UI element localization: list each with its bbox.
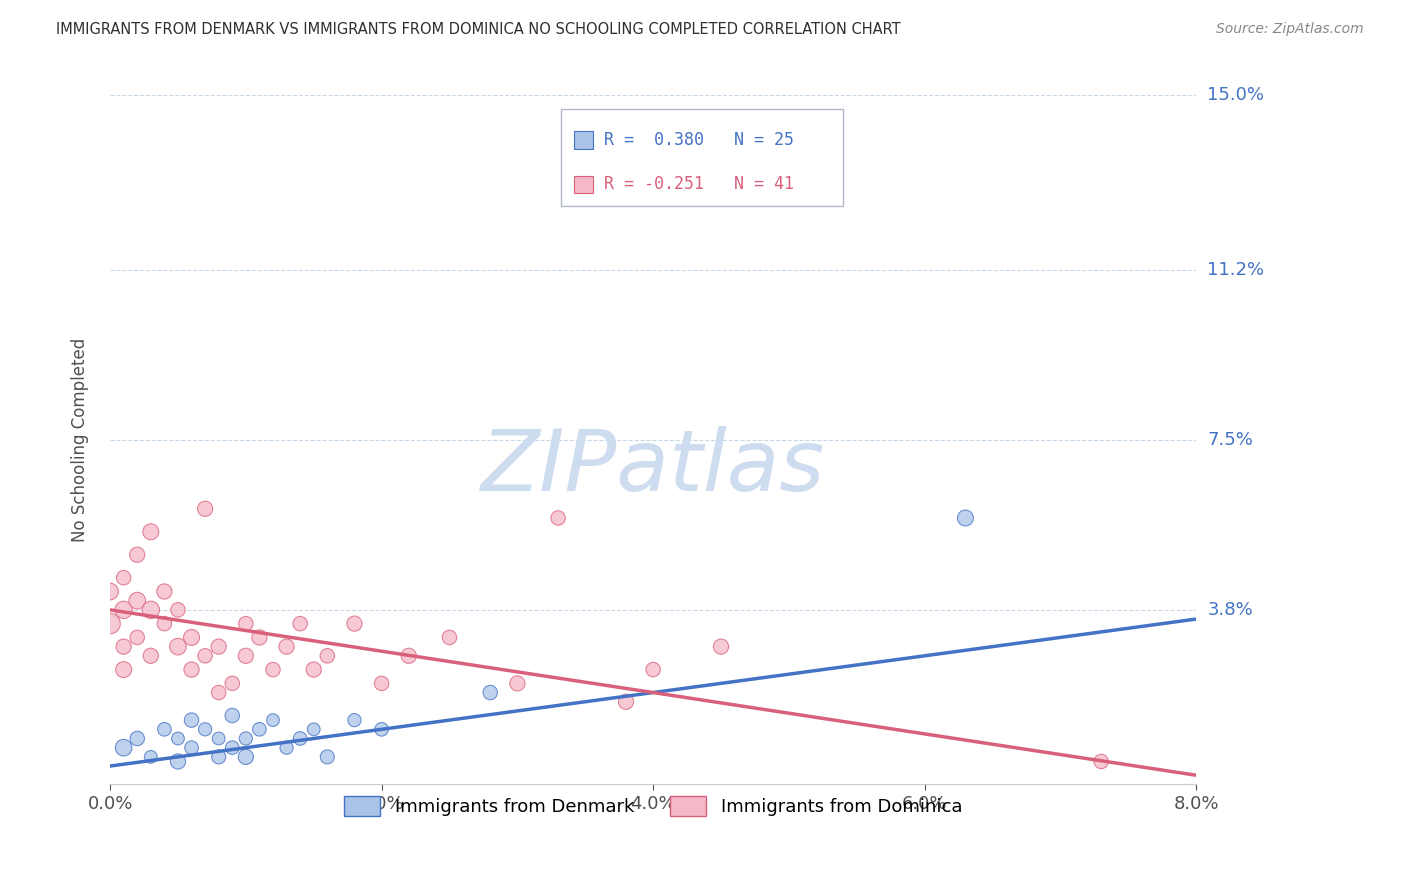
Point — [276, 640, 298, 654]
Text: R =  0.380   N = 25: R = 0.380 N = 25 — [603, 131, 794, 149]
Point — [167, 731, 190, 746]
Point — [235, 731, 257, 746]
Point — [1090, 755, 1112, 769]
Point — [249, 723, 271, 737]
Point — [249, 631, 271, 645]
Text: 11.2%: 11.2% — [1208, 261, 1264, 279]
Point — [127, 593, 149, 607]
Point — [167, 640, 190, 654]
Text: 7.5%: 7.5% — [1208, 431, 1253, 449]
Point — [235, 750, 257, 764]
Point — [221, 708, 243, 723]
Point — [139, 750, 162, 764]
Point — [139, 603, 162, 617]
Point — [167, 755, 190, 769]
Point — [302, 723, 325, 737]
Point — [288, 616, 311, 631]
Text: Source: ZipAtlas.com: Source: ZipAtlas.com — [1216, 22, 1364, 37]
Bar — [574, 176, 593, 193]
Point — [343, 713, 366, 727]
Point — [343, 616, 366, 631]
Point — [180, 740, 202, 755]
Point — [112, 603, 135, 617]
Point — [208, 750, 231, 764]
Point — [235, 648, 257, 663]
Point — [398, 648, 420, 663]
Point — [194, 501, 217, 516]
Point — [153, 584, 176, 599]
Point — [98, 616, 121, 631]
Text: 3.8%: 3.8% — [1208, 601, 1253, 619]
Point — [276, 740, 298, 755]
Point — [112, 640, 135, 654]
Point — [180, 663, 202, 677]
Point — [479, 685, 502, 699]
Point — [955, 511, 977, 525]
Y-axis label: No Schooling Completed: No Schooling Completed — [72, 338, 89, 542]
Legend: Immigrants from Denmark, Immigrants from Dominica: Immigrants from Denmark, Immigrants from… — [337, 789, 969, 823]
Point — [153, 616, 176, 631]
Point — [112, 571, 135, 585]
Point — [167, 603, 190, 617]
Point — [302, 663, 325, 677]
Point — [208, 640, 231, 654]
Point — [262, 713, 284, 727]
Point — [180, 631, 202, 645]
Point — [208, 731, 231, 746]
Point — [439, 631, 461, 645]
Text: R = -0.251   N = 41: R = -0.251 N = 41 — [603, 176, 794, 194]
Point — [139, 648, 162, 663]
Point — [288, 731, 311, 746]
Text: 15.0%: 15.0% — [1208, 87, 1264, 104]
Point — [221, 740, 243, 755]
Point — [316, 750, 339, 764]
Point — [221, 676, 243, 690]
Point — [262, 663, 284, 677]
Point — [614, 695, 637, 709]
Text: ZIPatlas: ZIPatlas — [481, 426, 825, 509]
Point — [370, 723, 392, 737]
Point — [98, 584, 121, 599]
Point — [194, 648, 217, 663]
Point — [194, 723, 217, 737]
Point — [127, 548, 149, 562]
Point — [139, 524, 162, 539]
Point — [643, 663, 665, 677]
Point — [547, 511, 569, 525]
Point — [112, 663, 135, 677]
Point — [153, 723, 176, 737]
Point — [506, 676, 529, 690]
FancyBboxPatch shape — [561, 109, 844, 206]
Point — [370, 676, 392, 690]
Bar — [574, 131, 593, 149]
Point — [316, 648, 339, 663]
Text: IMMIGRANTS FROM DENMARK VS IMMIGRANTS FROM DOMINICA NO SCHOOLING COMPLETED CORRE: IMMIGRANTS FROM DENMARK VS IMMIGRANTS FR… — [56, 22, 901, 37]
Point — [180, 713, 202, 727]
Point — [710, 640, 733, 654]
Point — [127, 731, 149, 746]
Point — [208, 685, 231, 699]
Point — [235, 616, 257, 631]
Point — [112, 740, 135, 755]
Point — [127, 631, 149, 645]
